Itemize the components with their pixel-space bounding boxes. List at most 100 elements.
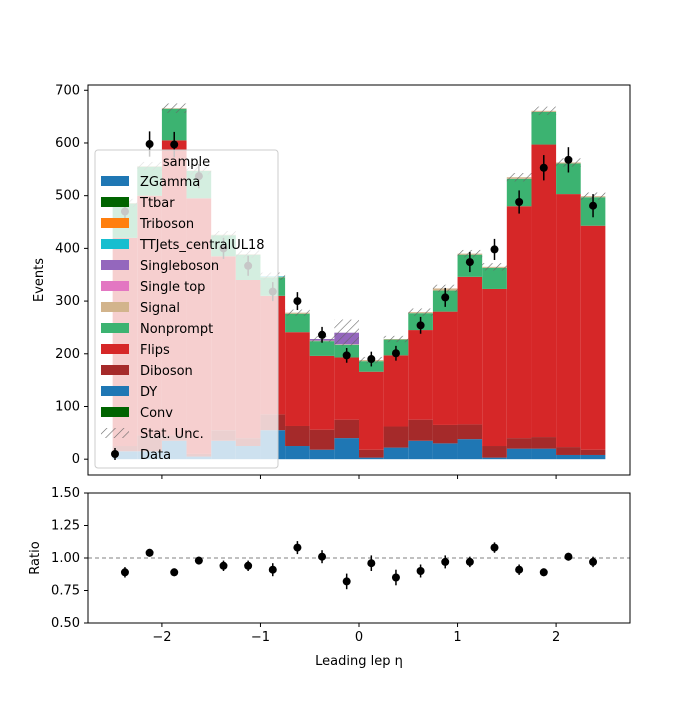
legend-swatch-nonprompt xyxy=(101,323,129,333)
bar-flips-14 xyxy=(457,276,483,425)
legend-swatch-single-top xyxy=(101,281,129,291)
ratio-point-16 xyxy=(515,565,524,574)
bar-diboson-7 xyxy=(285,425,310,447)
ratio-point-10 xyxy=(367,559,376,568)
legend-swatch-zgamma xyxy=(101,176,129,186)
ratio-point-3 xyxy=(194,556,203,565)
ratio-point-12 xyxy=(416,567,425,575)
legend-marker-data xyxy=(111,450,119,458)
legend-label-triboson: Triboson xyxy=(139,217,194,232)
bar-diboson-19 xyxy=(580,449,606,455)
legend-swatch-flips xyxy=(101,344,129,354)
bar-dy-18 xyxy=(556,454,581,460)
bar-diboson-18 xyxy=(556,447,581,455)
data-point-19 xyxy=(589,201,598,210)
data-point-2 xyxy=(170,140,179,149)
data-point-15 xyxy=(490,245,499,254)
bar-flips-17 xyxy=(531,144,557,438)
x-tick-label-4: 2 xyxy=(552,630,560,645)
data-point-7 xyxy=(293,297,302,306)
bar-diboson-15 xyxy=(482,446,507,458)
legend: sample ZGamma Ttbar Triboson TTJets_centralU… xyxy=(94,149,279,469)
x-tick-label-2: 0 xyxy=(355,630,363,645)
ratio-point-1 xyxy=(145,548,154,557)
stat-unc-band-17 xyxy=(531,106,557,116)
y-tick-label-0: 0 xyxy=(72,452,80,467)
legend-label-singleboson: Singleboson xyxy=(140,259,219,274)
legend-swatch-signal xyxy=(101,302,129,312)
bar-flips-15 xyxy=(482,288,507,447)
ratio-y-tick-label-2: 1.00 xyxy=(51,551,80,566)
y-tick-label-7: 700 xyxy=(55,83,80,98)
bar-nonprompt-17 xyxy=(531,111,557,145)
ratio-point-17 xyxy=(539,568,548,577)
legend-swatch-ttbar xyxy=(101,197,129,207)
bar-dy-11 xyxy=(383,447,409,460)
bar-diboson-10 xyxy=(359,449,384,458)
bar-dy-8 xyxy=(309,449,335,460)
ratio-point-14 xyxy=(465,557,474,566)
legend-swatch-triboson xyxy=(101,218,129,228)
legend-title: sample xyxy=(163,155,210,170)
bar-dy-19 xyxy=(580,454,606,460)
x-axis-label: Leading lep η xyxy=(315,654,403,669)
bar-flips-11 xyxy=(383,355,409,427)
bar-diboson-14 xyxy=(457,424,483,440)
stat-unc-band-12 xyxy=(408,308,433,316)
ratio-y-tick-label-1: 0.75 xyxy=(51,584,80,599)
bar-flips-16 xyxy=(506,206,532,439)
data-point-9 xyxy=(342,351,351,360)
x-tick-label-0: −2 xyxy=(152,630,171,645)
bar-dy-15 xyxy=(482,457,507,460)
ratio-point-4 xyxy=(219,561,228,570)
bar-dy-10 xyxy=(359,457,384,460)
y-tick-label-3: 300 xyxy=(55,294,80,309)
legend-swatch-stat-unc- xyxy=(101,428,129,438)
legend-swatch-ttjets-centralul18 xyxy=(101,239,129,249)
bar-diboson-8 xyxy=(309,429,335,450)
legend-label-ttjets-centralul18: TTJets_centralUL18 xyxy=(139,238,265,253)
legend-label-nonprompt: Nonprompt xyxy=(140,322,213,337)
ratio-point-8 xyxy=(318,552,327,561)
legend-box xyxy=(94,149,279,469)
legend-label-conv: Conv xyxy=(140,406,173,421)
stat-unc-band-11 xyxy=(383,335,409,343)
data-point-16 xyxy=(515,198,524,206)
bar-flips-10 xyxy=(359,371,384,450)
ratio-point-7 xyxy=(293,543,302,552)
bar-flips-13 xyxy=(432,311,458,425)
ratio-axes-frame xyxy=(87,492,631,624)
bar-flips-9 xyxy=(334,357,359,420)
bar-dy-14 xyxy=(457,439,483,460)
ratio-point-0 xyxy=(120,568,129,577)
ratio-point-15 xyxy=(490,543,499,552)
legend-swatch-singleboson xyxy=(101,260,129,270)
ratio-y-tick-label-4: 1.50 xyxy=(51,486,80,501)
bar-diboson-9 xyxy=(334,419,359,439)
ratio-point-2 xyxy=(170,568,179,577)
ratio-point-13 xyxy=(441,557,450,566)
bar-dy-16 xyxy=(506,448,532,460)
legend-label-single-top: Single top xyxy=(140,280,205,295)
bar-nonprompt-15 xyxy=(482,267,507,289)
bar-dy-7 xyxy=(285,446,310,460)
y-tick-label-1: 100 xyxy=(55,399,80,414)
ratio-panel: 0.50 0.75 1.00 1.25 1.50 −2 −1 0 1 2 xyxy=(51,486,631,645)
legend-swatch-conv xyxy=(101,407,129,417)
legend-label-ttbar: Ttbar xyxy=(139,196,175,211)
y-tick-label-4: 400 xyxy=(55,241,80,256)
y-tick-label-6: 600 xyxy=(55,136,80,151)
ratio-point-5 xyxy=(244,561,253,570)
data-point-10 xyxy=(367,355,376,364)
data-point-8 xyxy=(318,330,327,339)
data-point-11 xyxy=(391,349,400,358)
bar-dy-12 xyxy=(408,440,433,460)
stat-unc-band-15 xyxy=(482,263,507,271)
bar-flips-8 xyxy=(309,355,335,430)
data-point-14 xyxy=(465,258,474,267)
stat-unc-band-16 xyxy=(506,173,532,182)
data-point-18 xyxy=(564,155,573,164)
y-tick-label-2: 200 xyxy=(55,347,80,362)
legend-label-flips: Flips xyxy=(140,343,170,358)
bar-diboson-17 xyxy=(531,437,557,449)
